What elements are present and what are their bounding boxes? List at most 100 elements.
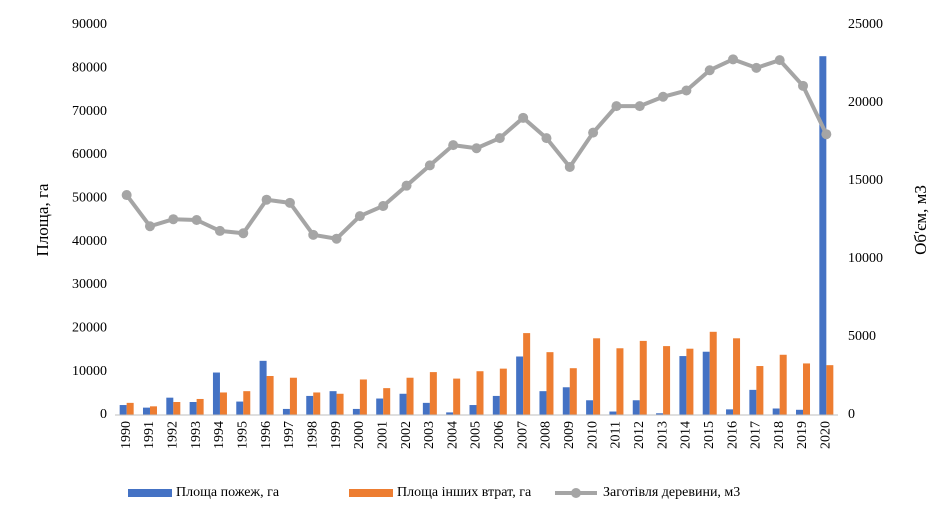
bar xyxy=(126,402,134,415)
x-tick-label: 1995 xyxy=(235,421,250,449)
bar xyxy=(266,376,274,415)
bar xyxy=(539,391,547,415)
bar xyxy=(726,409,734,415)
line-marker xyxy=(378,200,389,211)
bar xyxy=(446,412,454,415)
bar xyxy=(142,407,150,415)
bar xyxy=(359,379,367,415)
x-tick-label: 2017 xyxy=(749,421,764,449)
x-tick-label: 2011 xyxy=(609,421,624,448)
line-marker xyxy=(658,91,669,102)
x-tick-label: 2007 xyxy=(515,421,530,449)
x-tick-label: 1997 xyxy=(282,421,297,449)
bar xyxy=(632,400,640,415)
line-marker xyxy=(354,211,365,222)
x-tick-label: 2013 xyxy=(655,421,670,449)
line-marker xyxy=(401,180,412,191)
line-marker xyxy=(564,161,575,172)
x-tick-label: 2018 xyxy=(772,421,787,449)
bar xyxy=(259,360,267,415)
x-tick-label: 1998 xyxy=(305,421,320,449)
bar xyxy=(212,372,220,415)
x-tick-label: 1991 xyxy=(142,421,157,449)
y-tick-label: 10000 xyxy=(72,364,107,379)
bar xyxy=(119,405,127,415)
y2-tick-label: 25000 xyxy=(848,17,883,32)
line-marker xyxy=(121,190,132,201)
bar xyxy=(562,387,570,415)
y-axis-title: Площа, га xyxy=(33,183,52,256)
line-marker xyxy=(704,65,715,76)
bar xyxy=(679,356,687,415)
bar xyxy=(819,56,827,415)
line-marker xyxy=(681,85,692,96)
bar xyxy=(289,377,297,415)
bar xyxy=(243,391,251,415)
y2-tick-label: 5000 xyxy=(848,329,876,344)
legend-swatch xyxy=(571,488,581,498)
x-tick-label: 2010 xyxy=(585,421,600,449)
line-marker xyxy=(494,133,505,144)
line-marker xyxy=(284,197,295,208)
bar xyxy=(663,346,671,415)
x-tick-label: 2015 xyxy=(702,421,717,449)
legend-label: Площа інших втрат, га xyxy=(397,485,532,500)
x-tick-label: 1999 xyxy=(329,421,344,449)
x-tick-label: 1990 xyxy=(119,421,134,449)
line-marker xyxy=(588,127,599,138)
bar xyxy=(196,398,204,415)
y-tick-label: 60000 xyxy=(72,147,107,162)
legend-swatch xyxy=(128,489,172,497)
x-tick-label: 2004 xyxy=(445,421,460,449)
x-tick-label: 2009 xyxy=(562,421,577,449)
bar xyxy=(282,408,290,415)
legend-label: Заготівля деревини, м3 xyxy=(603,485,740,500)
bar xyxy=(639,340,647,415)
bar xyxy=(429,372,437,415)
bar xyxy=(546,352,554,415)
y2-tick-label: 20000 xyxy=(848,95,883,110)
line-marker xyxy=(634,101,645,112)
bar xyxy=(772,408,780,415)
y2-tick-label: 15000 xyxy=(848,173,883,188)
x-tick-label: 2008 xyxy=(539,421,554,449)
bar xyxy=(422,402,430,415)
y-tick-label: 80000 xyxy=(72,61,107,76)
line-marker xyxy=(471,143,482,154)
line-marker xyxy=(144,221,155,232)
y-tick-label: 30000 xyxy=(72,277,107,292)
line-marker xyxy=(611,101,622,112)
y2-tick-label: 10000 xyxy=(848,251,883,266)
x-tick-label: 2012 xyxy=(632,421,647,449)
line-marker xyxy=(821,129,832,140)
bar xyxy=(709,331,717,415)
bar xyxy=(616,348,624,415)
bar xyxy=(399,393,407,415)
bar xyxy=(803,363,811,415)
x-tick-label: 2016 xyxy=(725,421,740,449)
line-marker xyxy=(728,54,739,65)
x-tick-label: 2000 xyxy=(352,421,367,449)
line-marker xyxy=(798,80,809,91)
bar xyxy=(796,409,804,415)
line-marker xyxy=(214,225,225,236)
x-tick-label: 1992 xyxy=(166,421,181,449)
bar xyxy=(453,378,461,415)
bar xyxy=(236,401,244,415)
x-tick-label: 1993 xyxy=(189,421,204,449)
y-tick-label: 0 xyxy=(100,407,107,422)
x-tick-label: 2006 xyxy=(492,421,507,449)
bar xyxy=(686,348,694,415)
x-tick-label: 2014 xyxy=(679,421,694,449)
bar xyxy=(609,411,617,415)
legend-label: Площа пожеж, га xyxy=(176,485,280,500)
bar xyxy=(826,365,834,415)
line-marker xyxy=(751,62,762,73)
bar xyxy=(352,408,360,415)
bar xyxy=(313,392,321,415)
bar xyxy=(499,368,507,415)
line-marker xyxy=(308,229,319,240)
bar xyxy=(586,400,594,415)
